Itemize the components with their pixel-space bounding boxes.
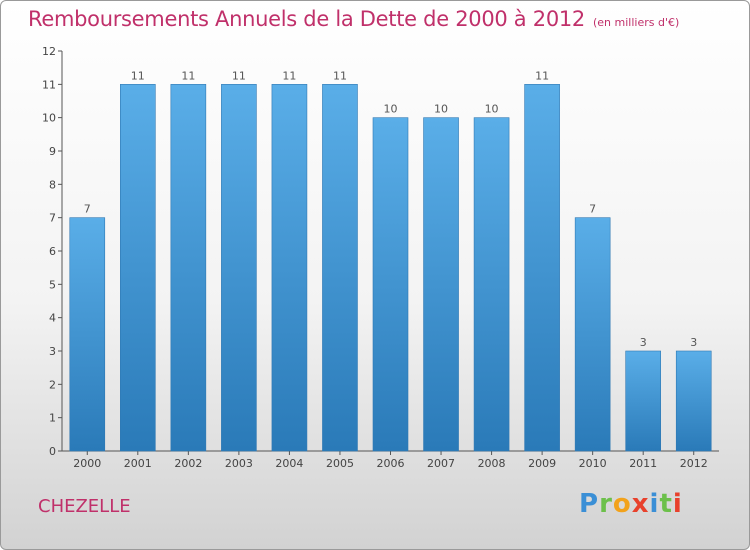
data-label: 11	[333, 69, 347, 82]
logo-letter: r	[599, 489, 613, 519]
x-tick-label: 2004	[275, 457, 303, 470]
y-tick-label: 0	[49, 445, 56, 458]
bar	[221, 84, 257, 452]
y-tick-label: 12	[42, 45, 56, 58]
x-tick-label: 2000	[73, 457, 101, 470]
logo-letter: o	[612, 489, 632, 519]
logo-letter: i	[672, 489, 683, 519]
y-tick-label: 2	[49, 378, 56, 391]
chart-unit: (en milliers d'€)	[593, 16, 680, 29]
x-tick-label: 2002	[174, 457, 202, 470]
y-tick-label: 11	[42, 78, 56, 91]
data-label: 7	[589, 203, 596, 216]
bar	[423, 117, 459, 452]
data-label: 3	[640, 336, 647, 349]
y-tick-label: 9	[49, 145, 56, 158]
data-label: 10	[434, 103, 448, 116]
chart-bars	[69, 84, 712, 452]
y-tick-label: 5	[49, 278, 56, 291]
bar	[524, 84, 560, 452]
y-tick-label: 7	[49, 212, 56, 225]
bar	[271, 84, 308, 452]
bar	[473, 117, 510, 452]
x-tick-label: 2010	[579, 457, 607, 470]
chart-title: Remboursements Annuels de la Dette de 20…	[28, 7, 679, 31]
x-tick-label: 2007	[427, 457, 455, 470]
data-label: 7	[84, 203, 91, 216]
x-tick-label: 2012	[680, 457, 708, 470]
data-label: 3	[690, 336, 697, 349]
x-tick-label: 2009	[528, 457, 556, 470]
x-tick-label: 2008	[478, 457, 506, 470]
bar	[574, 217, 611, 452]
data-label: 11	[282, 69, 296, 82]
data-label: 11	[232, 69, 246, 82]
y-tick-label: 1	[49, 412, 56, 425]
proxiti-logo[interactable]: Proxiti	[579, 489, 683, 519]
chart-data-labels: 7 11 11 11 11 11 10 10 10 11 7 3 3	[84, 69, 697, 349]
y-tick-label: 10	[42, 112, 56, 125]
x-tick-label: 2006	[377, 457, 405, 470]
y-tick-label: 8	[49, 178, 56, 191]
data-label: 11	[131, 69, 145, 82]
y-tick-label: 4	[49, 312, 56, 325]
logo-letter: x	[631, 489, 650, 519]
data-label: 11	[535, 69, 549, 82]
x-tick-label: 2003	[225, 457, 253, 470]
chart-title-text: Remboursements Annuels de la Dette de 20…	[28, 7, 585, 31]
bar	[675, 350, 712, 452]
data-label: 10	[384, 103, 398, 116]
bar	[170, 84, 207, 452]
bar	[120, 84, 156, 452]
bar	[372, 117, 409, 452]
logo-letter: P	[579, 489, 600, 519]
bar	[625, 350, 661, 452]
x-tick-label: 2005	[326, 457, 354, 470]
commune-name: CHEZELLE	[38, 496, 131, 517]
logo-letter: i	[649, 489, 660, 519]
x-tick-label: 2011	[629, 457, 657, 470]
y-tick-label: 3	[49, 345, 56, 358]
x-tick-label: 2001	[124, 457, 152, 470]
data-label: 10	[485, 103, 499, 116]
data-label: 11	[181, 69, 195, 82]
bar	[322, 84, 358, 452]
logo-letter: t	[659, 489, 673, 519]
y-tick-label: 6	[49, 245, 56, 258]
bar	[69, 217, 106, 452]
